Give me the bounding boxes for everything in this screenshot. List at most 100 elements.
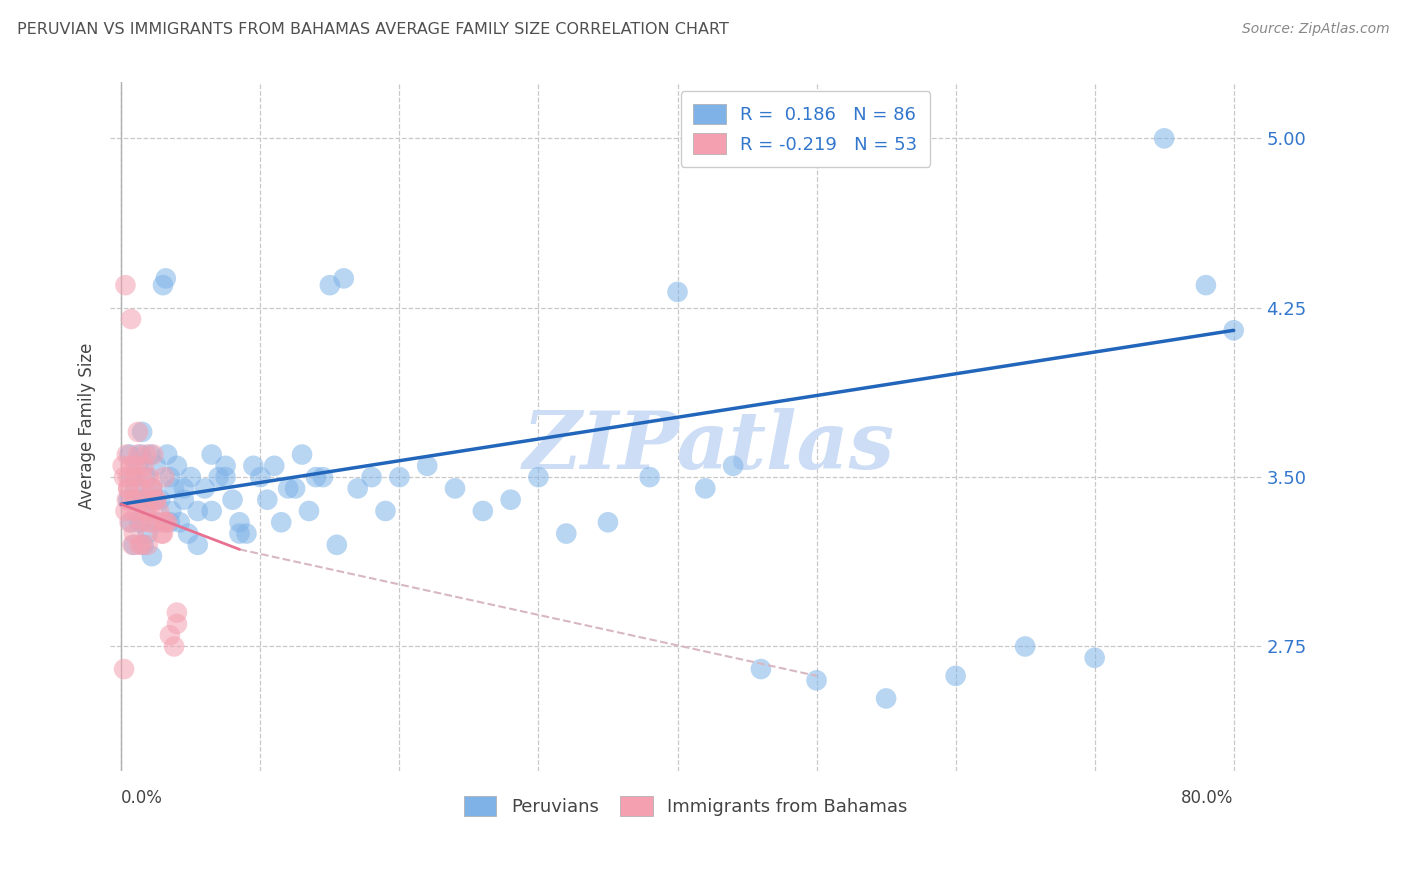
Point xyxy=(136,538,159,552)
Point xyxy=(155,271,177,285)
Point xyxy=(596,516,619,530)
Point xyxy=(131,470,153,484)
Point xyxy=(374,504,396,518)
Point xyxy=(312,470,335,484)
Point xyxy=(228,516,250,530)
Point xyxy=(270,516,292,530)
Point xyxy=(138,492,160,507)
Point xyxy=(221,492,243,507)
Point xyxy=(177,526,200,541)
Point xyxy=(128,516,150,530)
Point xyxy=(155,516,177,530)
Point xyxy=(249,470,271,484)
Text: ZIPatlas: ZIPatlas xyxy=(523,409,896,486)
Point xyxy=(163,640,186,654)
Point xyxy=(721,458,744,473)
Point xyxy=(129,448,152,462)
Point xyxy=(207,470,229,484)
Point xyxy=(124,458,146,473)
Point xyxy=(159,516,181,530)
Point xyxy=(127,458,149,473)
Point xyxy=(169,516,191,530)
Point xyxy=(388,470,411,484)
Point xyxy=(180,470,202,484)
Point xyxy=(1222,323,1244,337)
Point xyxy=(527,470,550,484)
Point xyxy=(444,482,467,496)
Point xyxy=(139,516,162,530)
Point xyxy=(121,470,143,484)
Point xyxy=(117,492,139,507)
Point xyxy=(163,482,186,496)
Point xyxy=(125,504,148,518)
Point xyxy=(1153,131,1175,145)
Point xyxy=(256,492,278,507)
Point xyxy=(875,691,897,706)
Point xyxy=(132,458,155,473)
Point xyxy=(114,504,136,518)
Point xyxy=(124,492,146,507)
Point xyxy=(1014,640,1036,654)
Point xyxy=(131,538,153,552)
Point xyxy=(145,492,167,507)
Point xyxy=(319,278,342,293)
Point xyxy=(1084,650,1107,665)
Point xyxy=(298,504,321,518)
Point xyxy=(263,458,285,473)
Text: Source: ZipAtlas.com: Source: ZipAtlas.com xyxy=(1241,22,1389,37)
Point xyxy=(166,616,188,631)
Text: 0.0%: 0.0% xyxy=(121,789,163,806)
Point xyxy=(115,492,138,507)
Point xyxy=(214,458,236,473)
Point xyxy=(187,538,209,552)
Point xyxy=(135,504,157,518)
Point xyxy=(201,448,224,462)
Point xyxy=(121,492,143,507)
Point xyxy=(121,538,143,552)
Point xyxy=(129,482,152,496)
Point xyxy=(124,470,146,484)
Point xyxy=(141,482,163,496)
Point xyxy=(173,492,195,507)
Point xyxy=(131,425,153,439)
Point xyxy=(124,482,146,496)
Point xyxy=(142,482,165,496)
Point xyxy=(120,458,142,473)
Point xyxy=(145,458,167,473)
Point xyxy=(149,492,172,507)
Point xyxy=(145,492,167,507)
Point xyxy=(159,470,181,484)
Point xyxy=(122,538,145,552)
Point xyxy=(156,516,179,530)
Point xyxy=(115,448,138,462)
Point xyxy=(242,458,264,473)
Point xyxy=(284,482,307,496)
Point xyxy=(131,516,153,530)
Point xyxy=(471,504,494,518)
Point xyxy=(118,448,141,462)
Point xyxy=(141,482,163,496)
Point xyxy=(173,482,195,496)
Point xyxy=(695,482,717,496)
Point xyxy=(117,470,139,484)
Point xyxy=(235,526,257,541)
Point xyxy=(134,492,156,507)
Point xyxy=(333,271,356,285)
Point xyxy=(128,538,150,552)
Point xyxy=(111,458,134,473)
Point xyxy=(127,448,149,462)
Point xyxy=(187,504,209,518)
Point xyxy=(112,470,135,484)
Point xyxy=(305,470,328,484)
Point xyxy=(166,606,188,620)
Point xyxy=(117,482,139,496)
Y-axis label: Average Family Size: Average Family Size xyxy=(79,343,96,509)
Point xyxy=(159,628,181,642)
Point xyxy=(112,662,135,676)
Point xyxy=(156,448,179,462)
Point xyxy=(214,470,236,484)
Point xyxy=(749,662,772,676)
Point xyxy=(148,504,170,518)
Point xyxy=(152,278,174,293)
Point xyxy=(132,538,155,552)
